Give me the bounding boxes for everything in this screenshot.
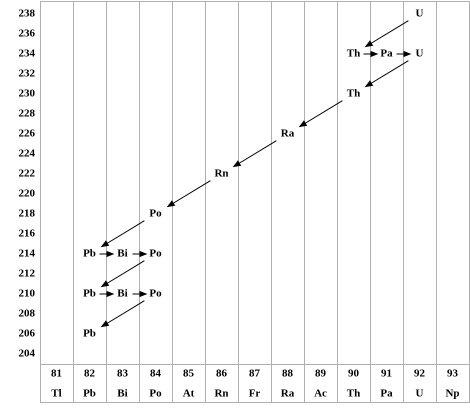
- element-symbol: Tl: [51, 388, 61, 400]
- element-symbol: Po: [149, 388, 162, 400]
- mass-number: 216: [19, 228, 36, 240]
- nuclide-label: Po: [149, 288, 162, 300]
- mass-number: 230: [19, 88, 36, 100]
- mass-number: 208: [19, 308, 36, 320]
- element-symbol: Np: [445, 388, 459, 400]
- mass-number: 236: [19, 28, 36, 40]
- nuclide-label: Bi: [117, 248, 127, 260]
- element-symbol: Rn: [214, 388, 228, 400]
- mass-number: 212: [19, 268, 36, 280]
- mass-number: 228: [19, 108, 36, 120]
- alpha-decay-arrow: [232, 140, 277, 168]
- element-symbol: At: [183, 388, 195, 400]
- atomic-number: 83: [117, 368, 129, 380]
- nuclide-label: Pb: [83, 248, 96, 260]
- atomic-number: 87: [249, 368, 261, 380]
- nuclide-label: Rn: [214, 168, 228, 180]
- atomic-number: 81: [51, 368, 62, 380]
- mass-number: 222: [19, 168, 36, 180]
- mass-number: 232: [19, 68, 36, 80]
- alpha-decay-arrow: [298, 100, 343, 128]
- mass-number: 226: [19, 128, 36, 140]
- alpha-decay-arrow: [100, 260, 145, 288]
- atomic-number: 91: [381, 368, 392, 380]
- element-symbol: Ac: [314, 388, 327, 400]
- element-symbol: Bi: [117, 388, 127, 400]
- atomic-number: 82: [84, 368, 96, 380]
- atomic-number: 88: [282, 368, 294, 380]
- mass-number: 220: [19, 188, 36, 200]
- mass-number: 238: [19, 8, 36, 20]
- mass-number: 224: [19, 148, 36, 160]
- nuclide-label: U: [416, 48, 424, 60]
- element-symbol: Th: [347, 388, 360, 400]
- frame: [40, 1, 470, 403]
- mass-number: 234: [19, 48, 36, 60]
- mass-number: 204: [19, 348, 36, 360]
- nuclide-label: U: [416, 8, 424, 20]
- alpha-decay-arrow: [364, 60, 409, 88]
- element-symbol: U: [416, 388, 424, 400]
- nuclide-label: Pb: [83, 328, 96, 340]
- atomic-number: 84: [150, 368, 162, 380]
- alpha-decay-arrow: [100, 300, 145, 328]
- nuclide-label: Pa: [380, 48, 393, 60]
- atomic-number: 92: [414, 368, 426, 380]
- nuclide-label: Ra: [281, 128, 295, 140]
- atomic-number: 90: [348, 368, 360, 380]
- atomic-number: 93: [447, 368, 459, 380]
- atomic-number: 86: [216, 368, 228, 380]
- mass-number: 206: [19, 328, 36, 340]
- alpha-decay-arrow: [100, 220, 145, 248]
- mass-number: 214: [19, 248, 36, 260]
- nuclide-label: Bi: [117, 288, 127, 300]
- atomic-number: 89: [315, 368, 327, 380]
- nuclide-label: Po: [149, 248, 162, 260]
- atomic-number: 85: [183, 368, 195, 380]
- nuclide-label: Pb: [83, 288, 96, 300]
- element-symbol: Pb: [83, 388, 96, 400]
- element-symbol: Pa: [380, 388, 393, 400]
- alpha-decay-arrow: [166, 180, 211, 208]
- element-symbol: Ra: [281, 388, 295, 400]
- mass-number: 218: [19, 208, 36, 220]
- nuclide-label: Th: [347, 88, 360, 100]
- alpha-decay-arrow: [364, 20, 409, 48]
- mass-number: 210: [19, 288, 36, 300]
- nuclide-label: Po: [149, 208, 162, 220]
- nuclide-label: Th: [347, 48, 360, 60]
- element-symbol: Fr: [249, 388, 261, 400]
